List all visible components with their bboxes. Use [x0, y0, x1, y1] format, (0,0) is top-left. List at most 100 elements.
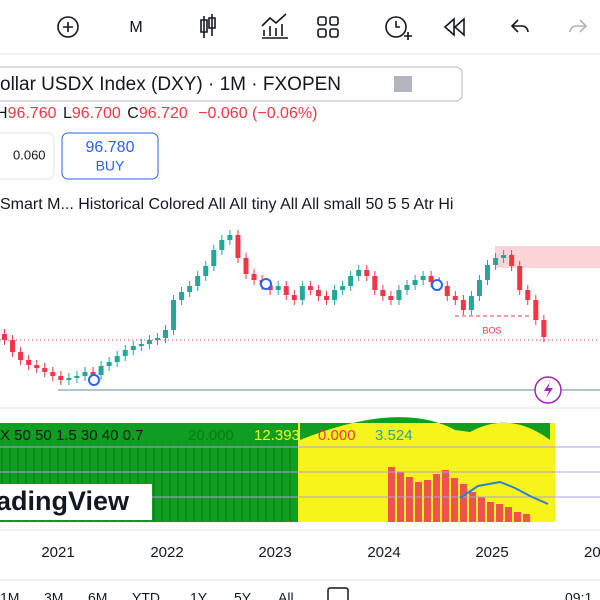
redo-icon[interactable] — [569, 19, 588, 33]
marker — [431, 279, 443, 291]
candle — [154, 338, 160, 340]
candle — [348, 276, 354, 286]
candle — [396, 290, 402, 300]
interval-button[interactable]: M — [129, 19, 142, 36]
range-button[interactable]: 6M — [88, 590, 107, 600]
range-button[interactable]: 1Y — [190, 590, 208, 600]
candle — [372, 276, 378, 290]
candle — [58, 376, 64, 380]
range-buttons: 1M 3M 6M YTD 1Y 5Y All — [0, 590, 294, 600]
candle — [452, 296, 458, 300]
candle — [179, 292, 185, 300]
candle — [114, 356, 120, 362]
candle — [299, 286, 305, 300]
candle — [10, 340, 16, 352]
range-button[interactable]: All — [278, 590, 294, 600]
candle — [315, 290, 321, 296]
candle — [388, 296, 394, 300]
candle — [493, 258, 499, 265]
pane-bar — [523, 514, 530, 522]
candle — [332, 290, 338, 300]
candle — [533, 300, 539, 320]
candle — [235, 235, 241, 258]
pane-v3: 0.000 — [318, 427, 356, 444]
buy-button[interactable] — [61, 132, 159, 180]
range-button[interactable]: 5Y — [234, 590, 252, 600]
x-tick-label: 20 — [584, 544, 600, 561]
sell-button[interactable] — [0, 132, 55, 180]
symbol-title: ollar USDX Index (DXY) · 1M · FXOPEN — [0, 74, 341, 95]
candle — [275, 286, 281, 290]
candle — [146, 340, 152, 344]
pane-bar — [433, 474, 440, 522]
alert-icon-plus — [395, 21, 412, 40]
candle — [74, 376, 80, 378]
candle — [476, 280, 482, 296]
candle — [50, 372, 56, 376]
candle — [412, 280, 418, 285]
add-icon[interactable] — [57, 16, 79, 38]
candle — [525, 290, 531, 300]
alert-icon[interactable] — [385, 16, 407, 38]
layout-icon[interactable] — [317, 16, 327, 26]
supply-zone — [495, 246, 600, 268]
candle — [66, 378, 72, 380]
range-button[interactable]: YTD — [132, 590, 160, 600]
pane-bar — [424, 480, 431, 522]
candle — [82, 372, 88, 376]
logo: adingView — [0, 486, 130, 516]
indicators-icon[interactable] — [261, 13, 288, 39]
candle — [195, 276, 201, 286]
candle — [364, 270, 370, 276]
candle — [291, 295, 297, 300]
ohlc-h-label: H — [0, 105, 8, 122]
calendar-icon[interactable] — [327, 587, 349, 600]
candle — [468, 296, 474, 310]
candle — [219, 240, 225, 250]
x-tick-label: 2021 — [41, 544, 74, 561]
candle — [98, 366, 104, 375]
symbol-box[interactable] — [0, 66, 463, 102]
undo-icon[interactable] — [510, 19, 529, 33]
pane-line — [459, 480, 549, 505]
replay-icon[interactable] — [443, 17, 465, 37]
candle — [130, 346, 136, 350]
candle — [501, 255, 507, 258]
pane-bar — [478, 497, 485, 522]
ohlc-line: H96.760 L96.700 C96.720 −0.060 (−0.06%) — [0, 105, 317, 122]
candle — [2, 334, 7, 340]
candle — [106, 362, 112, 366]
range-button[interactable]: 3M — [44, 590, 63, 600]
candles-icon[interactable] — [200, 14, 216, 38]
layout-icon — [329, 28, 339, 38]
pane-v4: 3.524 — [375, 427, 413, 444]
candle — [26, 360, 32, 365]
marker — [260, 278, 272, 290]
candle — [187, 286, 193, 292]
candle — [307, 286, 313, 290]
pane-v2: 12.393 — [254, 427, 300, 444]
ohlc-h: 96.760 — [8, 105, 57, 122]
range-button[interactable]: 1M — [0, 590, 19, 600]
bos-label: BOS — [482, 325, 501, 335]
ohlc-change: −0.060 (−0.06%) — [198, 105, 317, 122]
pane-params: X 50 50 1.5 30 40 0.7 — [0, 427, 143, 444]
marker — [88, 374, 100, 386]
candle — [340, 286, 346, 290]
ohlc-l: 96.700 — [72, 105, 121, 122]
candle — [420, 276, 426, 280]
clock: 09:1 — [565, 590, 592, 600]
candle — [251, 274, 257, 280]
x-tick-label: 2024 — [367, 544, 400, 561]
indicator-legend: Smart M... Historical Colored All All ti… — [0, 196, 453, 213]
pane-bar — [388, 467, 395, 522]
flag-icon — [394, 76, 412, 92]
pane-bar — [442, 470, 449, 522]
x-tick-label: 2022 — [150, 544, 183, 561]
candle — [243, 258, 249, 274]
pane-bar — [451, 478, 458, 522]
logo-bg — [0, 484, 152, 520]
candle — [90, 372, 96, 375]
